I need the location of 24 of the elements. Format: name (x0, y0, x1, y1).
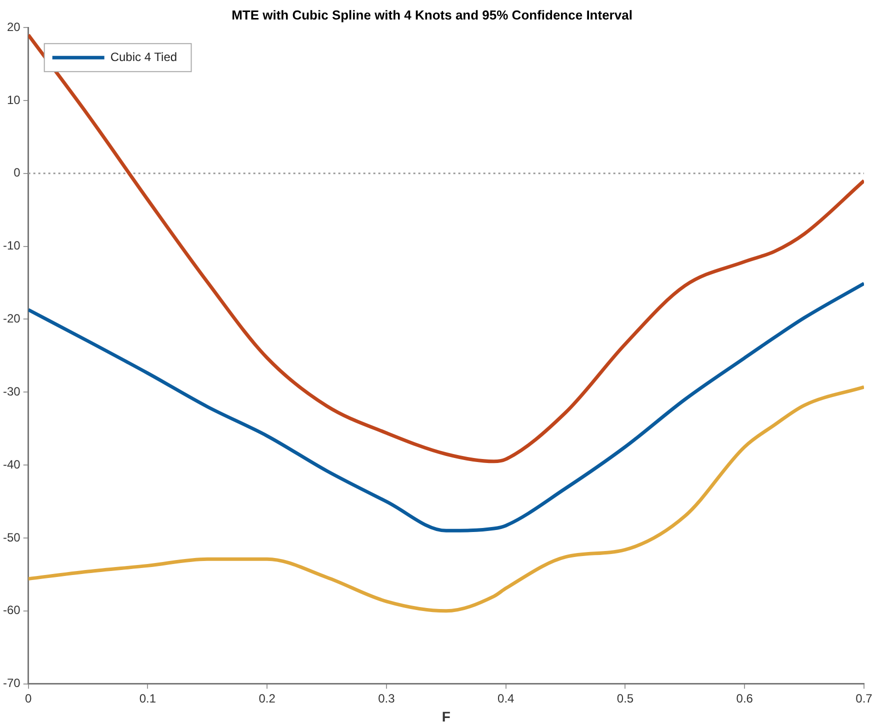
x-tick-label: 0.3 (378, 691, 396, 706)
x-tick-label: 0.4 (498, 691, 515, 706)
x-tick-label: 0 (25, 691, 32, 706)
y-tick-label: -40 (3, 457, 21, 472)
y-tick-label: 0 (14, 166, 21, 180)
legend-label: Cubic 4 Tied (110, 50, 178, 64)
chart-title: MTE with Cubic Spline with 4 Knots and 95% Confidence Interval (232, 7, 632, 22)
y-tick-label: -60 (3, 603, 21, 618)
x-tick-label: 0.1 (139, 691, 156, 706)
line-series (28, 33, 864, 464)
y-tick-label: -70 (3, 676, 21, 690)
x-tick-label: 0.5 (616, 691, 634, 706)
y-tick-label: -10 (3, 238, 21, 253)
y-tick-label: 20 (6, 20, 21, 34)
x-tick-label: 0.7 (856, 691, 873, 706)
y-tick-label: 10 (6, 92, 21, 107)
y-tick-label: -50 (3, 530, 21, 544)
y-tick-label: -30 (3, 384, 21, 398)
x-tick-label: 0.6 (736, 691, 754, 706)
line-series (28, 385, 864, 613)
y-tick-label: -20 (3, 312, 21, 326)
x-tick-label: 0.2 (258, 691, 276, 706)
line-series (28, 282, 864, 532)
x-axis-title: F (442, 708, 451, 724)
